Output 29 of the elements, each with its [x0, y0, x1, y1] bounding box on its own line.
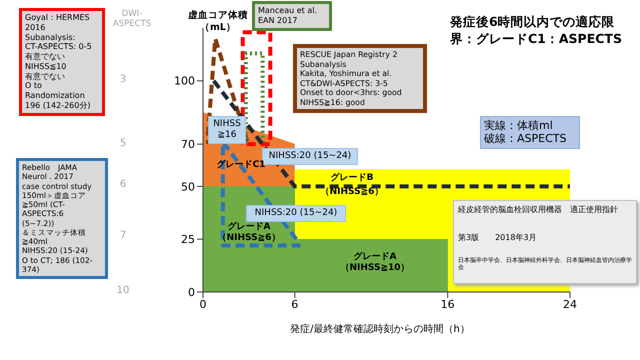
- text: 7: [118, 230, 128, 242]
- text-box: 実線：体積ml 破線：ASPECTS: [480, 116, 580, 149]
- text-box: NIHSS:20 (15~24): [246, 205, 346, 222]
- annotation: グレードB （NIHSS≧6）: [320, 172, 384, 200]
- text: 3: [118, 74, 128, 86]
- x-tick-label: 24: [563, 298, 577, 311]
- text: 5: [118, 138, 128, 150]
- y-axis-title: 虚血コア体積（mL）: [187, 10, 249, 35]
- y-tick-label: 70: [181, 138, 195, 152]
- text: 10: [116, 285, 130, 298]
- text-box: Manceau et al. EAN 2017: [252, 1, 332, 30]
- text-box: Goyal：HERMES 2016 Subanalysis: CT-ASPECTS: 0-5 有意でない NIHSS≦10 有意でない O to Randomization 196 (142-260分): [19, 8, 105, 116]
- text-box: NIHSS ≧16: [208, 116, 246, 144]
- y-tick-label: 50: [181, 180, 195, 194]
- y-tick-label: 0: [188, 286, 195, 299]
- chart-title: 発症後6時間以内での適応限界：グレードC1：ASPECTS: [450, 14, 623, 48]
- x-tick-label: 6: [291, 298, 298, 311]
- x-axis-title: 発症/最終健常確認時刻からの時間（h）: [289, 322, 471, 336]
- y-tick-label: 25: [181, 233, 195, 246]
- text-box: NIHSS:20 (15~24): [262, 148, 358, 165]
- annotation: グレードA （NIHSS≧10）: [339, 252, 411, 274]
- annotation: 第3版 2018年3月: [458, 233, 538, 243]
- text: 6: [118, 179, 128, 192]
- annotation: グレードA （NIHSS≧6）: [216, 222, 282, 244]
- annotation: 経皮経管的脳血栓回収用機器 適正使用指針: [458, 205, 619, 215]
- text: DWI-ASPECTS: [112, 9, 152, 30]
- x-tick-label: 16: [440, 298, 455, 311]
- x-tick-label: 0: [200, 298, 206, 311]
- y-tick-label: 100: [174, 74, 195, 88]
